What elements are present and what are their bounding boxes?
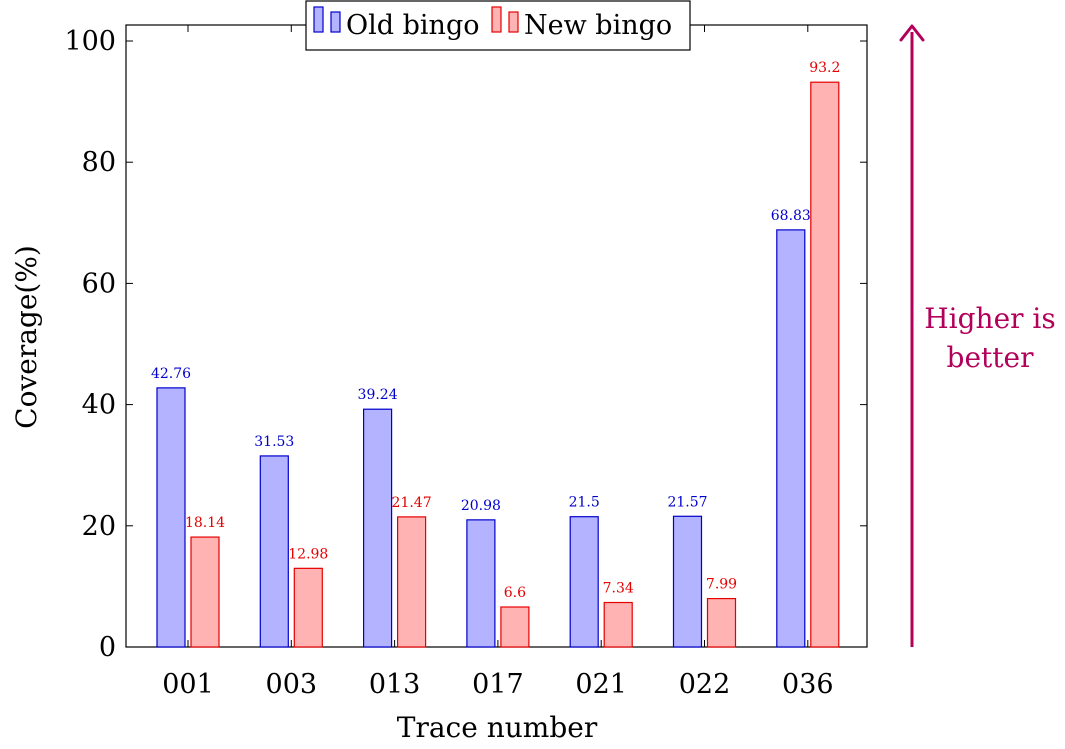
legend-swatch-new-bingo-1 (491, 6, 502, 33)
legend: Old bingo New bingo (305, 0, 691, 51)
x-tick-label: 003 (266, 669, 318, 700)
ticks-group: 0 20 40 60 80 100 001 003 013 017 021 022 036 (64, 25, 867, 700)
bar (500, 606, 530, 648)
legend-label-new-bingo: New bingo (524, 10, 672, 41)
bar (706, 597, 737, 648)
arrow-up-icon (899, 24, 925, 42)
y-tick-label: 60 (82, 268, 116, 299)
x-tick-label: 021 (575, 669, 627, 700)
x-tick-label: 036 (782, 669, 834, 700)
bar (293, 567, 323, 648)
bar (259, 455, 289, 648)
bar (466, 519, 496, 648)
data-label: 68.83 (771, 208, 811, 224)
bar (810, 81, 840, 648)
data-label: 31.53 (254, 434, 294, 450)
bar (363, 408, 393, 648)
y-tick-label: 80 (82, 147, 116, 178)
data-label: 6.6 (504, 585, 526, 601)
plot-frame (125, 24, 868, 648)
data-label: 42.76 (151, 366, 191, 382)
data-label: 7.34 (603, 581, 634, 597)
x-axis-title: Trace number (397, 711, 598, 744)
y-tick-label: 0 (99, 632, 116, 663)
data-label: 12.98 (288, 546, 328, 562)
bar (397, 516, 427, 648)
bar (156, 387, 186, 648)
data-label: 21.5 (569, 495, 600, 511)
plot-frame-group (125, 24, 868, 648)
bar (603, 601, 633, 648)
y-tick-label: 20 (82, 511, 116, 542)
data-label: 21.57 (667, 494, 707, 510)
data-labels-group: 42.76 18.14 31.53 12.98 39.24 21.47 20.98 6.6 21… (151, 60, 840, 601)
data-label: 20.98 (461, 498, 501, 514)
legend-label-old-bingo: Old bingo (346, 10, 479, 41)
annotation-line-2: better (947, 341, 1035, 374)
bar (569, 516, 599, 648)
higher-is-better-annotation: Higher is better (899, 24, 1056, 647)
data-label: 93.2 (809, 60, 840, 76)
x-tick-label: 017 (472, 669, 524, 700)
x-tick-label: 022 (679, 669, 731, 700)
bar (190, 536, 220, 648)
data-label: 7.99 (706, 577, 737, 593)
legend-swatch-new-bingo-2 (508, 11, 519, 33)
y-tick-label: 40 (82, 390, 116, 421)
bar (672, 515, 703, 648)
x-tick-label: 013 (369, 669, 421, 700)
x-tick-label: 001 (162, 669, 214, 700)
legend-swatch-old-bingo-1 (313, 6, 324, 33)
data-label: 39.24 (358, 387, 398, 403)
y-tick-label: 100 (64, 26, 116, 57)
annotation-line-1: Higher is (924, 302, 1056, 335)
legend-swatch-old-bingo-2 (330, 11, 341, 33)
data-label: 18.14 (185, 515, 225, 531)
bars-group (156, 81, 840, 648)
bar (776, 229, 806, 648)
data-label: 21.47 (392, 495, 432, 511)
y-axis-title: Coverage(%) (10, 245, 43, 429)
